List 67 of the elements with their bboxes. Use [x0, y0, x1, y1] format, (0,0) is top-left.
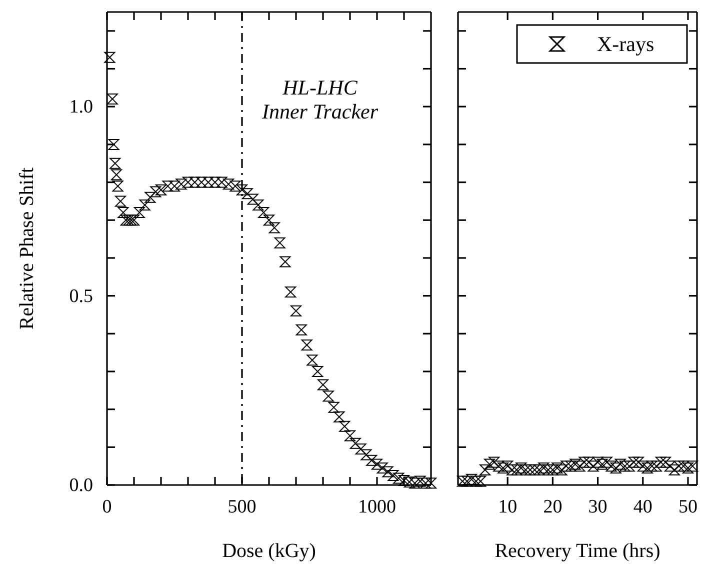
- point: [538, 462, 550, 474]
- y-tick-label: 0.0: [69, 475, 93, 496]
- x-axis-title: Recovery Time (hrs): [494, 540, 660, 562]
- point: [596, 458, 608, 470]
- point: [556, 464, 568, 476]
- point: [524, 464, 536, 476]
- point: [511, 464, 522, 476]
- y-tick-label: 0.5: [69, 286, 93, 307]
- point: [529, 464, 540, 476]
- point: [673, 460, 684, 472]
- point: [686, 460, 698, 472]
- x-axis-title: Dose (kGy): [222, 540, 316, 562]
- point: [498, 462, 509, 474]
- x-tick-label: 1000: [358, 496, 396, 518]
- point: [646, 460, 658, 472]
- point: [475, 476, 486, 487]
- legend-label: X-rays: [597, 32, 654, 56]
- point: [668, 464, 680, 476]
- x-tick-label: 0: [102, 496, 112, 518]
- x-tick-label: 500: [228, 496, 256, 518]
- point: [516, 462, 527, 474]
- point: [534, 464, 545, 476]
- y-tick-label: 1.0: [69, 96, 93, 118]
- point: [619, 460, 630, 472]
- point: [565, 460, 576, 472]
- point: [624, 460, 635, 472]
- point: [578, 456, 590, 468]
- point: [574, 460, 586, 472]
- point: [470, 476, 482, 487]
- point: [542, 464, 554, 476]
- point: [488, 456, 500, 468]
- point: [650, 460, 662, 472]
- point: [570, 458, 581, 470]
- point: [592, 456, 604, 468]
- point: [664, 460, 676, 472]
- point: [610, 462, 622, 474]
- point: [660, 456, 671, 468]
- x-tick-label: 50: [678, 496, 698, 518]
- point: [637, 460, 648, 472]
- point: [462, 476, 473, 487]
- point: [493, 460, 504, 472]
- x-tick-label: 20: [543, 496, 562, 518]
- point: [520, 464, 532, 476]
- point: [678, 460, 689, 472]
- point: [583, 456, 594, 468]
- ref-line-label: HL-LHC Inner Tracker: [260, 76, 379, 124]
- point: [547, 464, 558, 476]
- point: [614, 458, 626, 470]
- point: [655, 456, 666, 468]
- point: [506, 464, 518, 476]
- point: [588, 460, 599, 472]
- point: [628, 456, 640, 468]
- point: [552, 462, 563, 474]
- point: [480, 464, 491, 476]
- point: [484, 458, 496, 470]
- point: [632, 456, 644, 468]
- point: [682, 462, 694, 474]
- point: [560, 460, 572, 472]
- x-tick-label: 40: [633, 496, 652, 518]
- point: [606, 460, 617, 472]
- x-tick-label: 30: [588, 496, 608, 518]
- point: [502, 460, 514, 472]
- point: [601, 456, 612, 468]
- x-tick-label: 10: [498, 496, 518, 518]
- y-axis-title: Relative Phase Shift: [16, 166, 38, 330]
- point: [642, 462, 653, 474]
- point: [466, 474, 478, 485]
